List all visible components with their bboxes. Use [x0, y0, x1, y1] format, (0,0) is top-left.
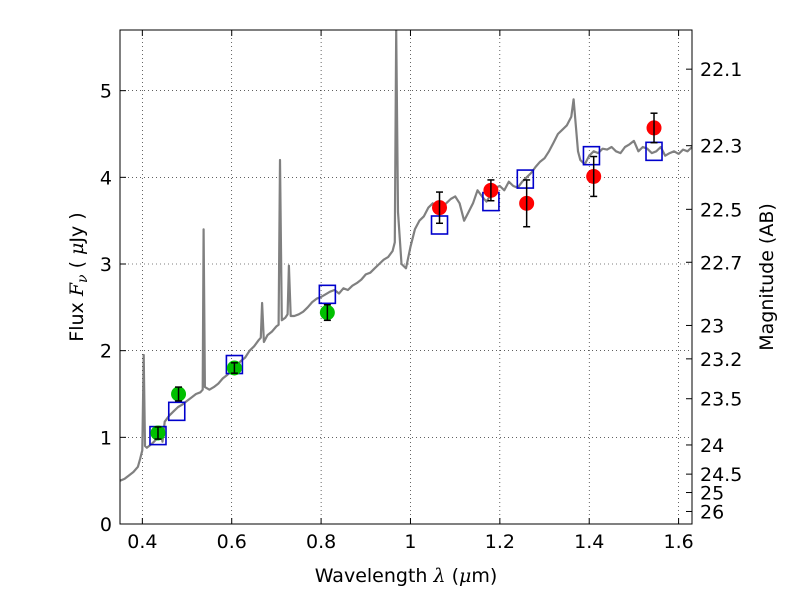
magnitude-tick-label: 22.7: [700, 252, 742, 274]
x-tick-label: 1: [404, 531, 416, 553]
magnitude-tick-label: 22.1: [700, 59, 742, 81]
magnitude-axis-label: Magnitude (AB): [756, 203, 778, 351]
magnitude-tick-label: 22.3: [700, 136, 742, 158]
grid-lines: [120, 30, 692, 525]
model-square-marker: [167, 401, 186, 422]
magnitude-tick-label: 26: [700, 501, 724, 523]
magnitude-tick-label: 25: [700, 483, 724, 505]
y-tick-label: 1: [100, 427, 112, 449]
magnitude-tick-label: 23.5: [700, 389, 742, 411]
y-axis-label: Flux Fν ( μJy ): [66, 212, 91, 341]
magnitude-tick-label: 23: [700, 315, 724, 337]
y-tick-label: 4: [100, 167, 112, 189]
magnitude-tick-label: 23.2: [700, 349, 742, 371]
y-tick-label: 0: [100, 514, 112, 536]
magnitude-tick-label: 24: [700, 435, 724, 457]
y-tick-label: 5: [100, 81, 112, 103]
x-tick-label: 1.4: [574, 531, 604, 553]
x-tick-label: 1.2: [485, 531, 515, 553]
x-tick-label: 1.6: [663, 531, 693, 553]
x-tick-label: 0.4: [127, 531, 157, 553]
axis-ticks: 0.4 0.6 0.8 1 1.2 1.4 1.601234522.122.322.522.…: [100, 30, 742, 553]
x-axis-label: Wavelength λ (μm): [315, 565, 498, 587]
model-photometry-layer: [149, 141, 663, 446]
y-tick-label: 3: [100, 254, 112, 276]
model-spectrum-layer: [120, 30, 692, 482]
model-spectrum-line: [120, 30, 692, 482]
magnitude-tick-label: 24.5: [700, 464, 742, 486]
plot-frame: [119, 29, 693, 525]
x-tick-label: 0.6: [217, 531, 247, 553]
observed-photometry-layer: [150, 112, 662, 441]
model-square-marker: [318, 284, 337, 305]
magnitude-tick-label: 22.5: [700, 199, 742, 221]
x-tick-label: 0.8: [306, 531, 336, 553]
model-square-marker: [582, 145, 601, 166]
model-square-marker: [516, 169, 535, 189]
y-tick-label: 2: [100, 341, 112, 363]
